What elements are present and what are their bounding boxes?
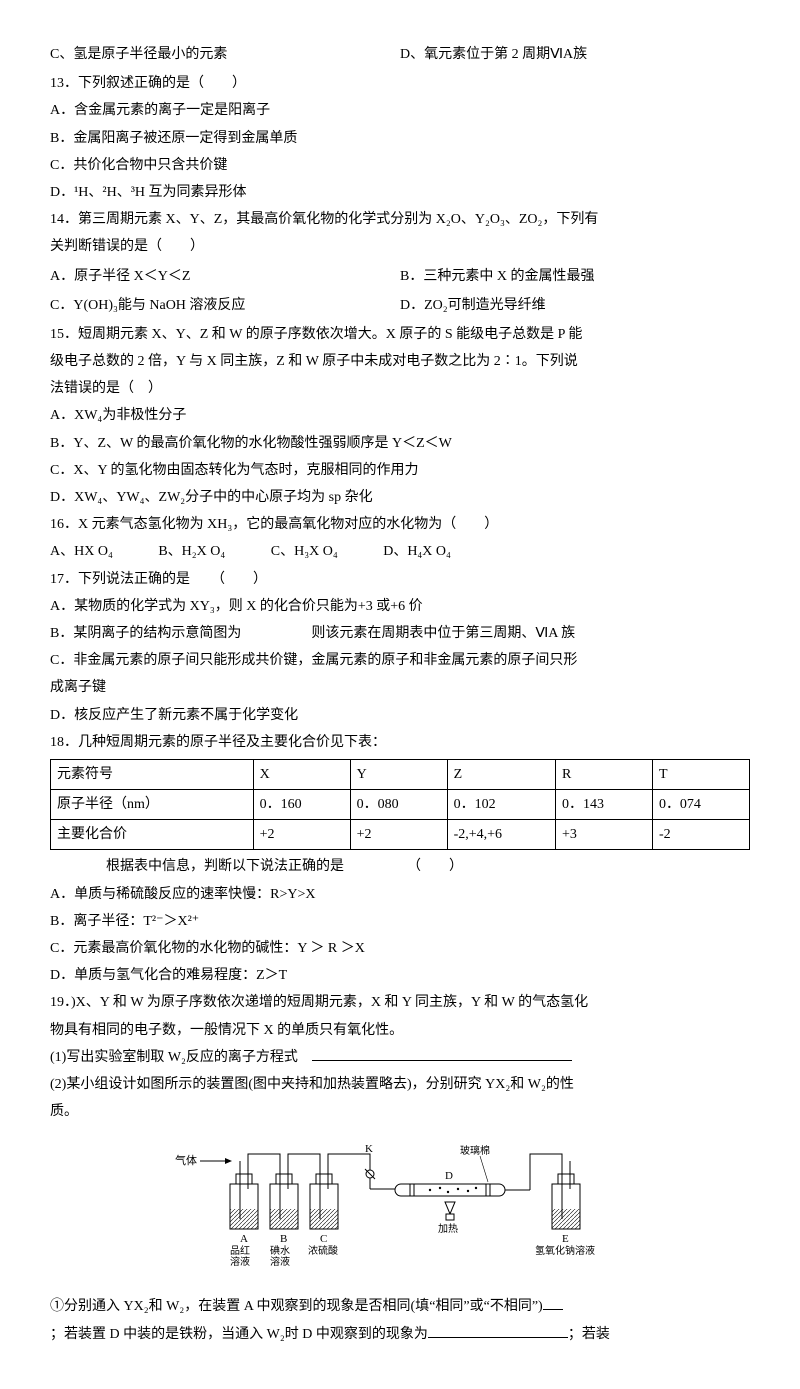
cell: X — [253, 759, 350, 789]
bottle-E: E 氢氧化钠溶液 — [535, 1161, 595, 1257]
q13-D: D．¹H、²H、³H 互为同素异形体 — [50, 180, 750, 205]
q14-stem1: 14．第三周期元素 X、Y、Z，其最高价氧化物的化学式分别为 X₂O、Y₂O₃、… — [50, 207, 750, 232]
cell: 0．080 — [350, 790, 447, 820]
q18-A: A．单质与稀硫酸反应的速率快慢：R>Y>X — [50, 882, 750, 907]
q15-stem3: 法错误的是（ ） — [50, 376, 750, 401]
q19-p3b: ；若装置 D 中装的是铁粉，当通入 W₂时 D 中观察到的现象为 — [50, 1327, 428, 1342]
bottle-A: A 品红 溶液 — [230, 1161, 258, 1268]
q19-p3a: ①分别通入 YX₂和 W₂，在装置 A 中观察到的现象是否相同(填“相同”或“不… — [50, 1299, 543, 1314]
cell: R — [555, 759, 652, 789]
q14-row1: A．原子半径 X＜Y＜Z B．三种元素中 X 的金属性最强 — [50, 262, 750, 291]
q17-C2: 成离子键 — [50, 675, 750, 700]
cell: Y — [350, 759, 447, 789]
table-row: 元素符号 X Y Z R T — [51, 759, 750, 789]
q18-D: D．单质与氢气化合的难易程度：Z＞T — [50, 963, 750, 988]
q19-p2a: (2)某小组设计如图所示的装置图(图中夹持和加热装置略去)，分别研究 YX₂和 … — [50, 1072, 750, 1097]
q16-C: C、H₃X O₄ — [271, 544, 338, 559]
svg-text:B: B — [280, 1233, 287, 1245]
apparatus-svg: 气体 A 品红 溶液 B 碘水 溶液 C 浓硫酸 — [170, 1134, 630, 1284]
table-row: 主要化合价 +2 +2 -2,+4,+6 +3 -2 — [51, 820, 750, 850]
cell: 0．143 — [555, 790, 652, 820]
gas-label: 气体 — [175, 1153, 197, 1167]
blank-line — [312, 1046, 572, 1061]
q14-C: C．Y(OH)₃能与 NaOH 溶液反应 — [50, 293, 400, 318]
q16-A: A、HX O₄ — [50, 544, 113, 559]
apparatus-figure: 气体 A 品红 溶液 B 碘水 溶液 C 浓硫酸 — [50, 1134, 750, 1284]
svg-text:溶液: 溶液 — [230, 1255, 250, 1268]
q15-B: B．Y、Z、W 的最高价氧化物的水化物酸性强弱顺序是 Y＜Z＜W — [50, 431, 750, 456]
q17-B: B．某阴离子的结构示意简图为 则该元素在周期表中位于第三周期、ⅥA 族 — [50, 621, 750, 646]
q19-stem1: 19．)X、Y 和 W 为原子序数依次递增的短周期元素，X 和 Y 同主族，Y … — [50, 990, 750, 1015]
q16-D: D、H₄X O₄ — [383, 544, 451, 559]
q19-p1a: (1)写出实验室制取 W₂反应的离子方程式 — [50, 1050, 312, 1065]
q15-stem1: 15．短周期元素 X、Y、Z 和 W 的原子序数依次增大。X 原子的 S 能级电… — [50, 322, 750, 347]
q17-C1: C．非金属元素的原子间只能形成共价键，金属元素的原子和非金属元素的原子间只形 — [50, 648, 750, 673]
q17-A: A．某物质的化学式为 XY₃，则 X 的化合价只能为+3 或+6 价 — [50, 594, 750, 619]
q19-p3-line2: ；若装置 D 中装的是铁粉，当通入 W₂时 D 中观察到的现象为 ；若装 — [50, 1322, 750, 1347]
q14-stem2: 关判断错误的是（ ） — [50, 234, 750, 259]
q15-C: C．X、Y 的氢化物由固态转化为气态时，克服相同的作用力 — [50, 458, 750, 483]
q17-D: D．核反应产生了新元素不属于化学变化 — [50, 703, 750, 728]
q13-stem: 13．下列叙述正确的是（ ） — [50, 71, 750, 96]
cell: T — [652, 759, 749, 789]
q19-p3: ①分别通入 YX₂和 W₂，在装置 A 中观察到的现象是否相同(填“相同”或“不… — [50, 1294, 750, 1319]
q18-stem: 18．几种短周期元素的原子半径及主要化合价见下表： — [50, 730, 750, 755]
q12-optC: C、氢是原子半径最小的元素 — [50, 42, 400, 67]
q14-B: B．三种元素中 X 的金属性最强 — [400, 264, 750, 289]
cell: 0．102 — [447, 790, 555, 820]
q19-stem2: 物具有相同的电子数，一般情况下 X 的单质只有氧化性。 — [50, 1018, 750, 1043]
q18-tail: 根据表中信息，判断以下说法正确的是 （ ） — [50, 854, 750, 879]
q19-p3c: ；若装 — [568, 1327, 610, 1342]
q18-C: C．元素最高价氧化物的水化物的碱性：Y ＞ R ＞X — [50, 936, 750, 961]
q16-opts: A、HX O₄ B、H₂X O₄ C、H₃X O₄ D、H₄X O₄ — [50, 539, 750, 564]
blank-line — [428, 1323, 568, 1338]
bottle-C: C 浓硫酸 — [308, 1161, 338, 1257]
cell: -2,+4,+6 — [447, 820, 555, 850]
cell: 0．074 — [652, 790, 749, 820]
svg-text:浓硫酸: 浓硫酸 — [308, 1244, 338, 1257]
q19-p2b: 质。 — [50, 1099, 750, 1124]
blank-line — [543, 1295, 563, 1310]
q14-row2: C．Y(OH)₃能与 NaOH 溶液反应 D．ZO₂可制造光导纤维 — [50, 291, 750, 320]
svg-text:A: A — [240, 1233, 248, 1245]
cell: +3 — [555, 820, 652, 850]
svg-text:氢氧化钠溶液: 氢氧化钠溶液 — [535, 1244, 595, 1257]
cell: 主要化合价 — [51, 820, 254, 850]
svg-text:碘水: 碘水 — [270, 1244, 290, 1257]
q18-table: 元素符号 X Y Z R T 原子半径（nm） 0．160 0．080 0．10… — [50, 759, 750, 851]
svg-text:E: E — [562, 1233, 569, 1245]
q16-stem: 16．X 元素气态氢化物为 XH₃，它的最高氧化物对应的水化物为（ ） — [50, 512, 750, 537]
svg-text:加热: 加热 — [438, 1222, 458, 1235]
svg-text:溶液: 溶液 — [270, 1255, 290, 1268]
cell: 原子半径（nm） — [51, 790, 254, 820]
q18-B: B．离子半径：T²⁻＞X²⁺ — [50, 909, 750, 934]
q13-B: B．金属阳离子被还原一定得到金属单质 — [50, 126, 750, 151]
q19-p1: (1)写出实验室制取 W₂反应的离子方程式 — [50, 1045, 750, 1070]
bottle-B: B 碘水 溶液 — [270, 1161, 298, 1268]
q15-D: D．XW₄、YW₄、ZW₂分子中的中心原子均为 sp 杂化 — [50, 485, 750, 510]
q15-stem2: 级电子总数的 2 倍，Y 与 X 同主族，Z 和 W 原子中未成对电子数之比为 … — [50, 349, 750, 374]
q14-D: D．ZO₂可制造光导纤维 — [400, 293, 750, 318]
cell: Z — [447, 759, 555, 789]
svg-text:K: K — [365, 1143, 373, 1155]
cell: +2 — [253, 820, 350, 850]
svg-text:C: C — [320, 1233, 327, 1245]
cell: 0．160 — [253, 790, 350, 820]
table-row: 原子半径（nm） 0．160 0．080 0．102 0．143 0．074 — [51, 790, 750, 820]
q13-A: A．含金属元素的离子一定是阳离子 — [50, 98, 750, 123]
svg-text:品红: 品红 — [230, 1244, 250, 1257]
q14-A: A．原子半径 X＜Y＜Z — [50, 264, 400, 289]
cell: -2 — [652, 820, 749, 850]
q12-optD: D、氧元素位于第 2 周期ⅥA族 — [400, 42, 750, 67]
cell: +2 — [350, 820, 447, 850]
svg-text:玻璃棉: 玻璃棉 — [460, 1144, 490, 1157]
q15-A: A．XW₄为非极性分子 — [50, 403, 750, 428]
q16-B: B、H₂X O₄ — [158, 544, 225, 559]
q13-C: C．共价化合物中只含共价键 — [50, 153, 750, 178]
q17-stem: 17．下列说法正确的是 （ ） — [50, 567, 750, 592]
tube-D: D 玻璃棉 加热 — [395, 1144, 505, 1235]
cell: 元素符号 — [51, 759, 254, 789]
q12-options: C、氢是原子半径最小的元素 D、氧元素位于第 2 周期ⅥA族 — [50, 40, 750, 69]
svg-text:D: D — [445, 1170, 453, 1182]
